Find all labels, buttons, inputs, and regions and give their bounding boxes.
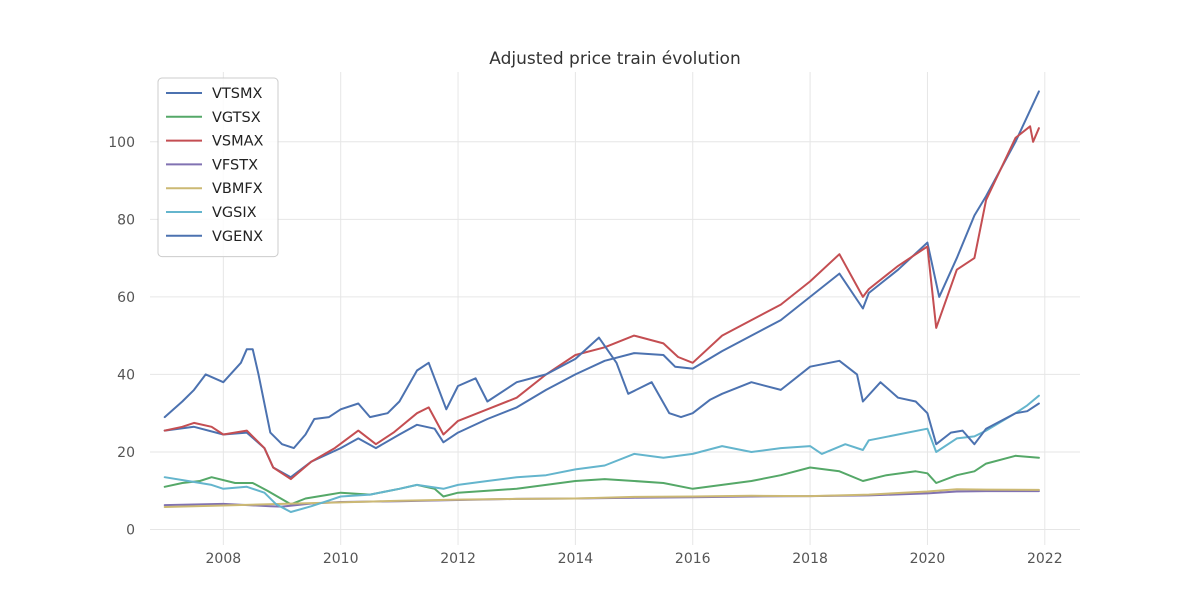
x-tick-label: 2022 [1027,551,1063,567]
y-tick-label: 80 [117,212,135,228]
series-line-vgtsx [163,454,1040,506]
legend-label: VGSIX [212,205,257,221]
legend-label: VGTSX [212,110,261,126]
chart-title: Adjusted price train évolution [489,49,740,69]
x-tick-label: 2014 [558,551,594,567]
x-tick-label: 2016 [675,551,711,567]
legend: VTSMX VGTSX VSMAX VFSTX VBMFX VGSIX VGENX [157,77,279,258]
y-tick-label: 0 [126,522,135,538]
series-line-vtsmx [163,90,1040,479]
series-line-vgenx [163,336,1040,450]
x-tick-label: 2008 [206,551,242,567]
y-tick-label: 60 [117,290,135,306]
x-tick-label: 2010 [323,551,359,567]
series-line-vsmax [163,125,1040,481]
y-tick-label: 20 [117,445,135,461]
legend-label: VSMAX [212,134,264,150]
legend-label: VFSTX [212,157,258,173]
grid [150,72,1080,545]
y-tick-label: 100 [108,135,135,151]
x-tick-label: 2012 [440,551,476,567]
series-line-vbmfx [163,488,1040,508]
legend-label: VTSMX [212,86,262,102]
series-lines [163,90,1040,513]
y-tick-label: 40 [117,367,135,383]
x-tick-label: 2018 [792,551,828,567]
series-line-vgsix [163,394,1040,513]
axis-ticks: 2008 2010 2012 2014 2016 2018 2020 2022 0 20 40 60 8… [108,135,1062,567]
legend-label: VBMFX [212,181,263,197]
x-tick-label: 2020 [910,551,946,567]
legend-label: VGENX [212,229,263,245]
